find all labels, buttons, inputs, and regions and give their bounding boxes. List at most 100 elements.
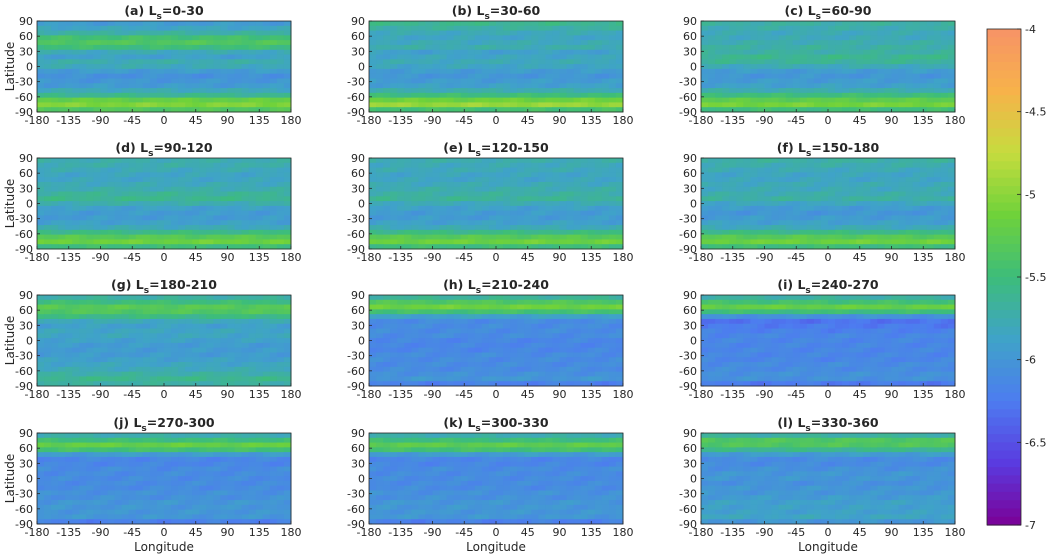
heatmap-cell [383, 83, 391, 89]
heatmap-cell [538, 25, 546, 32]
heatmap-cell [164, 342, 172, 349]
heatmap-cell [488, 83, 497, 89]
heatmap-cell [573, 88, 582, 94]
heatmap-cell [58, 177, 66, 183]
heatmap-cell [369, 107, 377, 113]
heatmap-cell [877, 30, 885, 36]
heatmap-cell [114, 162, 123, 169]
heatmap-cell [919, 83, 928, 89]
heatmap-cell [213, 347, 221, 353]
heatmap-cell [100, 333, 109, 339]
heatmap-cell [467, 49, 476, 56]
heatmap-cell [785, 220, 794, 226]
heatmap-cell [404, 196, 412, 202]
heatmap-cell [898, 172, 907, 178]
heatmap-cell [792, 25, 801, 32]
heatmap-cell [171, 244, 179, 250]
heatmap-cell [121, 333, 130, 339]
heatmap-cell [276, 309, 285, 315]
heatmap-cell [86, 25, 94, 32]
heatmap-cell [849, 239, 857, 245]
heatmap-cell [100, 338, 109, 344]
heatmap-cell [715, 181, 723, 188]
heatmap-cell [149, 318, 158, 325]
heatmap-cell [234, 309, 243, 315]
heatmap-cell [446, 239, 455, 245]
heatmap-cell [799, 186, 808, 193]
heatmap-cell [37, 347, 45, 353]
heatmap-cell [594, 88, 603, 94]
heatmap-cell [128, 177, 137, 183]
heatmap-cell [192, 88, 200, 94]
heatmap-cell [496, 35, 504, 41]
heatmap-cell [234, 167, 243, 173]
heatmap-cell [835, 244, 843, 250]
heatmap-cell [149, 225, 158, 231]
heatmap-cell [481, 177, 490, 183]
heatmap-cell [114, 304, 123, 310]
heatmap-cell [149, 295, 158, 301]
heatmap-cell [178, 371, 186, 377]
heatmap-cell [933, 59, 942, 65]
heatmap-cell [842, 107, 850, 113]
heatmap-cell [156, 333, 165, 339]
heatmap-cell [135, 88, 144, 94]
heatmap-cell [933, 25, 942, 32]
heatmap-cell [255, 304, 264, 310]
heatmap-cell [213, 210, 221, 216]
heatmap-cell [255, 299, 264, 306]
heatmap-cell [594, 201, 603, 207]
heatmap-cell [114, 352, 123, 358]
heatmap-cell [404, 215, 412, 221]
heatmap-cell [566, 191, 575, 197]
heatmap-cell [142, 333, 151, 339]
heatmap-cell [135, 49, 144, 56]
heatmap-cell [842, 68, 850, 75]
heatmap-cell [206, 88, 214, 94]
heatmap-cell [891, 191, 900, 197]
heatmap-cell [269, 347, 278, 353]
heatmap-cell [128, 201, 137, 207]
heatmap-cell [722, 234, 730, 240]
heatmap-cell [390, 73, 398, 79]
heatmap-cell [715, 201, 723, 207]
heatmap-cell [383, 181, 391, 188]
heatmap-cell [199, 304, 207, 310]
heatmap-cell [771, 102, 780, 108]
heatmap-cell [792, 78, 801, 84]
heatmap-cell [594, 210, 603, 216]
heatmap-cell [856, 59, 864, 65]
heatmap-cell [799, 88, 808, 94]
heatmap-cell [842, 92, 850, 99]
heatmap-cell [192, 371, 200, 377]
heatmap-cell [206, 205, 214, 212]
heatmap-cell [813, 54, 822, 60]
heatmap-cell [404, 205, 412, 212]
x-tick-label: -90 [92, 114, 110, 127]
heatmap-cell [149, 78, 158, 84]
heatmap-cell [135, 318, 144, 325]
heatmap-cell [178, 357, 186, 363]
heatmap-cell [474, 167, 483, 173]
heatmap-cell [227, 158, 236, 164]
heatmap-cell [870, 210, 878, 216]
heatmap-cell [757, 49, 765, 56]
heatmap-cell [58, 201, 66, 207]
heatmap-cell [601, 181, 610, 188]
heatmap-cell [241, 225, 250, 231]
heatmap-cell [820, 54, 829, 60]
heatmap-cell [898, 239, 907, 245]
heatmap-cell [545, 21, 553, 27]
heatmap-cell [559, 201, 568, 207]
heatmap-cell [820, 239, 829, 245]
heatmap-cell [856, 102, 864, 108]
heatmap-cell [171, 88, 179, 94]
heatmap-cell [171, 220, 179, 226]
heatmap-cell [446, 102, 455, 108]
heatmap-cell [227, 376, 236, 382]
heatmap-cell [510, 107, 518, 113]
heatmap-cell [248, 229, 257, 236]
heatmap-cell [891, 244, 900, 250]
heatmap-cell [559, 78, 568, 84]
heatmap-cell [510, 210, 518, 216]
